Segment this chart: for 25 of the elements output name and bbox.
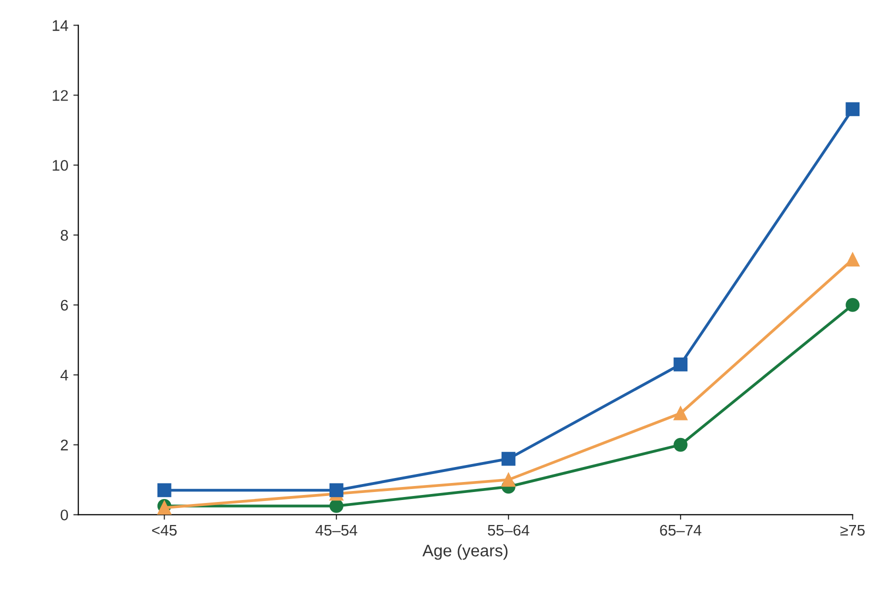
point — [674, 357, 688, 372]
y-tick-label: 10 — [52, 160, 68, 171]
y-tick-label: 8 — [60, 230, 68, 241]
y-tick-label: 2 — [60, 440, 68, 450]
y-tick-label: 14 — [52, 20, 68, 31]
point — [157, 483, 172, 498]
x-axis-title: Age (years) — [422, 544, 508, 560]
point — [502, 452, 516, 466]
point — [502, 472, 516, 487]
y-tick-label: 6 — [60, 300, 68, 311]
x-tick-label: 55–64 — [488, 524, 530, 536]
x-tick-label: 65–74 — [660, 524, 702, 536]
x-tick-label: <45 — [152, 524, 177, 536]
y-tick-label: 0 — [60, 510, 68, 520]
point — [674, 438, 688, 452]
point — [846, 252, 860, 266]
point — [329, 499, 344, 513]
y-tick-label: 12 — [52, 90, 68, 101]
point — [846, 102, 860, 116]
y-tick-label: 4 — [60, 370, 68, 380]
x-tick-label: ≥75 — [840, 524, 865, 536]
point — [329, 483, 344, 498]
point — [846, 298, 860, 312]
point — [674, 406, 688, 420]
x-tick-label: 45–54 — [316, 524, 358, 536]
